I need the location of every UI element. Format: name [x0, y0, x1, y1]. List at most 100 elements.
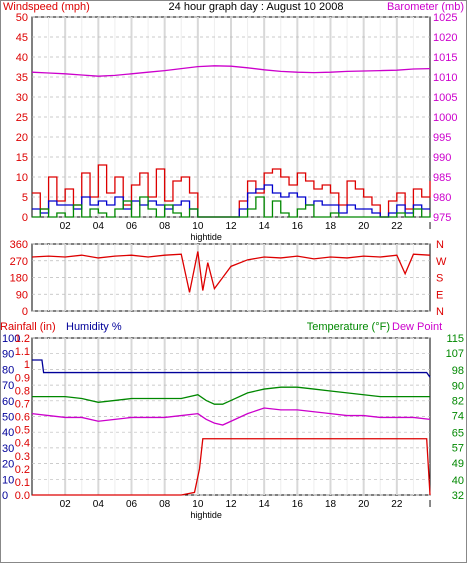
top-right-tick-label: 975: [433, 212, 451, 224]
temperature-tick-label: 65: [452, 428, 464, 440]
rainfall-label: Rainfall (in): [0, 321, 56, 333]
mid-right-tick-label: N: [436, 306, 444, 318]
mid-right-tick-label: S: [436, 273, 443, 285]
top-left-tick-label: 50: [16, 12, 28, 24]
top-left-tick-label: 20: [16, 132, 28, 144]
bottom-x-tick-label: 04: [93, 499, 105, 510]
rainfall-tick-label: 0.3: [15, 451, 30, 463]
humidity-tick-label: 10: [2, 474, 14, 486]
top-left-tick-label: 25: [16, 112, 28, 124]
top-left-tick-label: 5: [22, 192, 28, 204]
rainfall-tick-label: 1.2: [15, 333, 30, 345]
bottom-x-tick-label: 16: [292, 499, 304, 510]
humidity-tick-label: 20: [2, 459, 14, 471]
temperature-tick-label: 82: [452, 395, 464, 407]
top-right-axis-label: Barometer (mb): [387, 1, 464, 13]
top-x-tick-label: 10: [192, 221, 204, 232]
bottom-x-tick-label: 14: [259, 499, 271, 510]
humidity-tick-label: 60: [2, 396, 14, 408]
bottom-series-line: [32, 438, 431, 496]
top-right-tick-label: 1025: [433, 12, 457, 24]
top-right-tick-label: 985: [433, 172, 451, 184]
top-x-tick-label: 06: [126, 221, 138, 232]
temperature-tick-label: 98: [452, 365, 464, 377]
top-right-tick-label: 1015: [433, 52, 457, 64]
top-right-tick-label: 995: [433, 132, 451, 144]
mid-right-tick-label: E: [436, 289, 443, 301]
bottom-x-tick-label: 06: [126, 499, 138, 510]
bottom-x-tick-label: 18: [325, 499, 337, 510]
top-left-tick-label: 40: [16, 52, 28, 64]
bottom-series-line: [31, 407, 431, 426]
bottom-series-line: [32, 386, 430, 405]
top-x-tick-label: 16: [292, 221, 304, 232]
top-left-tick-label: 35: [16, 72, 28, 84]
temperature-tick-label: 90: [452, 380, 464, 392]
top-left-tick-label: 15: [16, 152, 28, 164]
top-left-tick-label: 30: [16, 92, 28, 104]
top-right-tick-label: 1020: [433, 32, 457, 44]
humidity-tick-label: 80: [2, 364, 14, 376]
top-left-tick-label: 10: [16, 172, 28, 184]
mid-left-tick-label: 90: [16, 289, 28, 301]
rainfall-tick-label: 0.4: [15, 438, 30, 450]
rainfall-tick-label: 1: [24, 359, 30, 371]
bottom-x-tick-label: 12: [225, 499, 237, 510]
humidity-tick-label: 90: [2, 349, 14, 361]
top-left-tick-label: 0: [22, 212, 28, 224]
top-x-annotation: hightide: [190, 232, 222, 242]
bottom-x-tick-label: 20: [358, 499, 370, 510]
top-x-tick-label: 22: [391, 221, 403, 232]
top-x-tick-label: 02: [60, 221, 72, 232]
bottom-x-tick-label: 02: [60, 499, 72, 510]
bottom-x-tick-label: I: [429, 499, 432, 510]
humidity-tick-label: 100: [2, 333, 20, 345]
rainfall-tick-label: 0.7: [15, 398, 30, 410]
rainfall-tick-label: 0.8: [15, 385, 30, 397]
top-right-tick-label: 1000: [433, 112, 457, 124]
rainfall-tick-label: 0.0: [15, 490, 30, 502]
top-right-tick-label: 980: [433, 192, 451, 204]
bottom-x-tick-label: 08: [159, 499, 171, 510]
top-x-tick-label: 08: [159, 221, 171, 232]
temperature-tick-label: 74: [452, 411, 464, 423]
top-right-tick-label: 1005: [433, 92, 457, 104]
mid-left-tick-label: 270: [10, 256, 28, 268]
top-left-tick-label: 45: [16, 32, 28, 44]
mid-right-tick-label: N: [436, 239, 444, 251]
humidity-tick-label: 30: [2, 443, 14, 455]
humidity-label: Humidity %: [66, 321, 122, 333]
wind-direction-line: [31, 251, 431, 293]
mid-left-tick-label: 360: [10, 239, 28, 251]
temperature-tick-label: 107: [446, 348, 464, 360]
humidity-tick-label: 40: [2, 427, 14, 439]
rainfall-tick-label: 0.2: [15, 464, 30, 476]
rainfall-tick-label: 0.6: [15, 412, 30, 424]
mid-left-tick-label: 180: [10, 273, 28, 285]
bottom-x-tick-label: 22: [391, 499, 403, 510]
dewpoint-label: Dew Point: [392, 321, 442, 333]
top-left-axis-label: Windspeed (mph): [3, 1, 90, 13]
humidity-tick-label: 50: [2, 412, 14, 424]
top-series-line: [31, 65, 431, 77]
top-series-line: [32, 196, 431, 218]
rainfall-tick-label: 0.5: [15, 425, 30, 437]
humidity-tick-label: 70: [2, 380, 14, 392]
top-right-tick-label: 990: [433, 152, 451, 164]
rainfall-tick-label: 1.1: [15, 346, 30, 358]
temperature-tick-label: 115: [446, 333, 464, 345]
top-x-tick-label: 14: [259, 221, 271, 232]
top-x-tick-label: I: [429, 221, 432, 232]
bottom-series-line: [32, 359, 431, 378]
rainfall-tick-label: 0.1: [15, 477, 30, 489]
bottom-x-annotation: hightide: [190, 510, 222, 520]
top-series-line: [32, 164, 431, 218]
temperature-tick-label: 57: [452, 443, 464, 455]
temperature-tick-label: 32: [452, 490, 464, 502]
temperature-tick-label: 40: [452, 475, 464, 487]
top-title: 24 hour graph day : August 10 2008: [169, 1, 344, 13]
temperature-label: Temperature (°F): [307, 321, 390, 333]
mid-left-tick-label: 0: [22, 306, 28, 318]
top-x-tick-label: 04: [93, 221, 105, 232]
